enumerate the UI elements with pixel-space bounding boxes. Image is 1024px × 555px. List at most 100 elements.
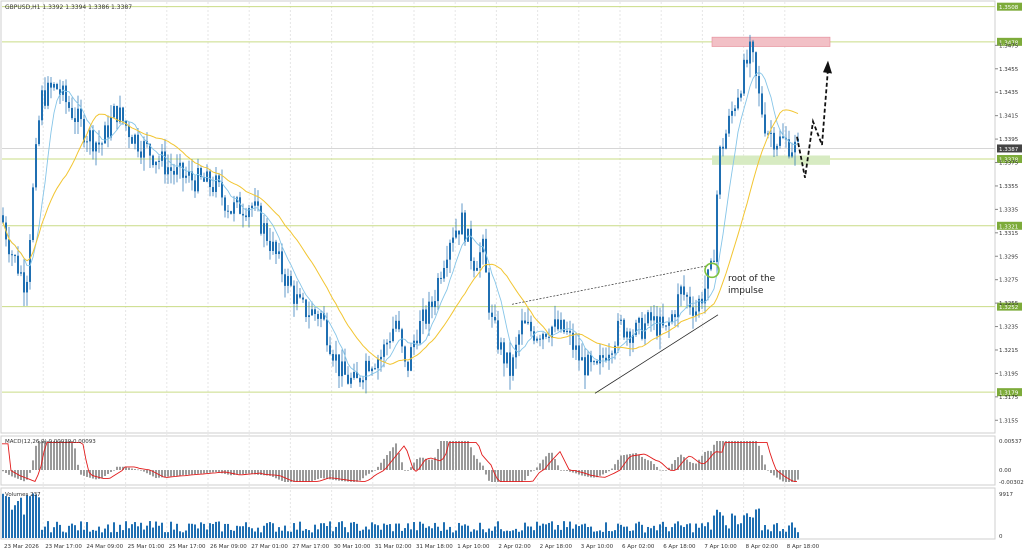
time-tick-label: 3 Apr 10:00 [581,544,614,550]
current-price-tag [997,144,1022,153]
candle-body [74,118,76,122]
macd-bar [761,455,763,470]
volume-bar [785,531,787,538]
macd-bar [374,470,376,471]
volume-bar [611,531,613,538]
candle-body [158,160,160,162]
macd-bar [344,470,346,482]
volume-bar [377,525,379,538]
macd-bar [674,460,676,470]
volume-bar [92,529,94,538]
candle-body [242,213,244,216]
volume-bar [401,530,403,538]
candle-body [224,197,226,211]
macd-bar [614,464,616,470]
volume-bar [617,523,619,538]
macd-bar [638,455,640,470]
volume-bar [257,527,259,538]
volume-bar [749,516,751,538]
volume-bar [488,528,490,538]
macd-bar [170,470,172,477]
candle-body [473,260,475,271]
candle-body [212,187,214,192]
volume-bar [140,522,142,538]
candle-body [131,137,133,144]
candle-body [194,180,196,192]
macd-bar [443,441,445,470]
candle-body [368,360,370,372]
candle-body [512,357,514,376]
volume-bar [356,523,358,538]
macd-bar [545,456,547,470]
candle-body [482,238,484,253]
volume-bar [98,526,100,538]
price-axis: 1.3508 1.3478 1.3378 1.3321 1.3252 1.3179 1.34… [995,2,1022,424]
time-tick-label: 27 Mar 17:00 [292,544,329,550]
candle-body [293,285,295,304]
candle-body [692,307,694,316]
candle-body [542,333,544,340]
macd-bar [176,470,178,476]
macd-bar [23,470,25,482]
candle-body [677,294,679,318]
macd-bar [284,470,286,482]
candle-body [575,345,577,350]
trendlines [511,60,832,394]
macd-bar [770,470,772,473]
volume-tick-label: 0 [999,534,1003,540]
volume-bar [173,529,175,538]
candle-body [716,194,718,262]
horizontal-levels [2,6,995,393]
volume-bar [722,515,724,538]
time-tick-label: 23 Mar 2026 [4,544,39,550]
candle-body [119,107,121,123]
candle-body [476,267,478,271]
volume-bar [131,524,133,538]
candle-body [578,345,580,361]
macd-bar [539,463,541,470]
volume-bar [560,529,562,538]
volume-bar [533,530,535,538]
time-tick-label: 30 Mar 10:00 [334,544,371,550]
macd-bar [359,470,361,481]
macd-bar [308,470,310,482]
candle-body [470,228,472,261]
macd-bar [500,470,502,482]
candle-body [740,93,742,98]
candle-body [329,345,331,354]
volume-bar [542,523,544,538]
volume-bar [680,525,682,538]
candle-body [23,272,25,293]
moving-averages [2,71,799,377]
candle-body [29,239,31,282]
macd-bar [749,441,751,470]
macd-bar [452,441,454,470]
volume-bar [128,528,130,538]
volume-bar [206,529,208,538]
candle-body [608,354,610,361]
volume-bar [347,532,349,538]
macd-bar [299,470,301,482]
volume-bar [344,527,346,538]
candle-body [182,162,184,178]
volume-bar [791,522,793,538]
macd-bar [575,470,577,474]
candle-body [455,230,457,238]
macd-bar [542,459,544,470]
volume-bar [716,509,718,538]
macd-bar [596,470,598,478]
macd-bar [278,470,280,480]
volume-bar [320,523,322,538]
macd-bar [266,470,268,476]
volume-bar [635,523,637,538]
volume-bar [797,532,799,538]
macd-bar [230,470,232,476]
volume-tick-label: 9917 [999,492,1013,498]
candle-body [749,41,751,64]
candle-body [56,83,58,90]
price-tick-label: 1.3315 [999,231,1019,237]
macd-bar [428,459,430,470]
volume-bar [704,526,706,538]
price-tick-label: 1.3455 [999,67,1019,73]
